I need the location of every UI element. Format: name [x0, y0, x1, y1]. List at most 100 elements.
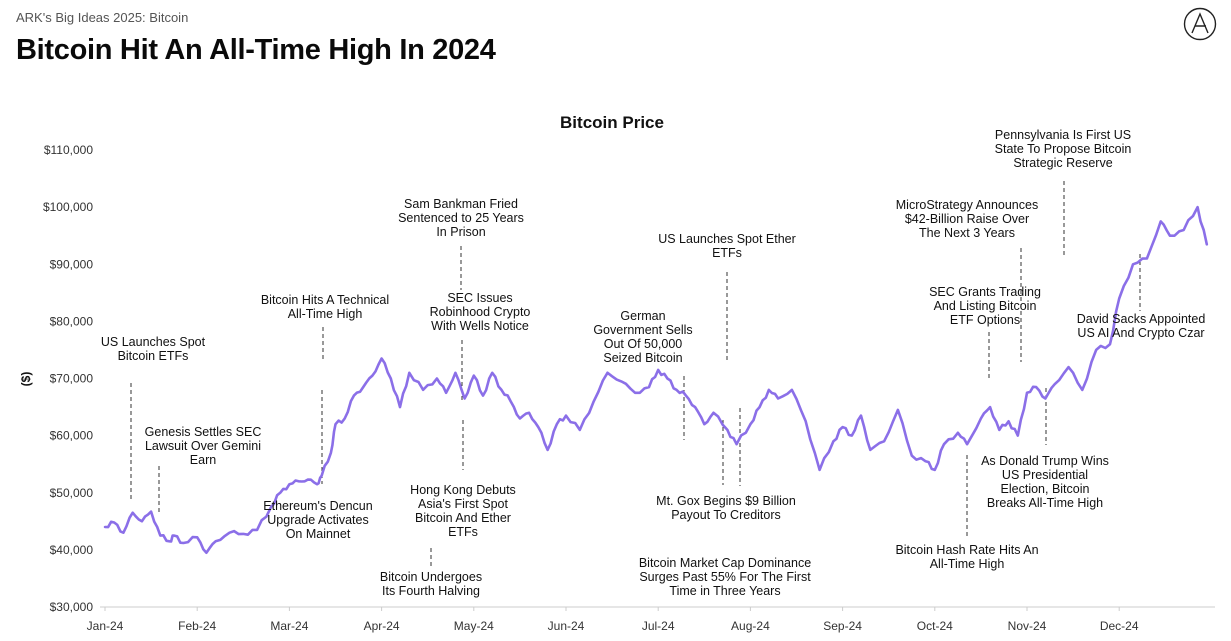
axis-ticks: $30,000 $40,000 $50,000 $60,000 $70,000 $80,0… — [43, 143, 1139, 633]
x-tick-label: Mar-24 — [270, 619, 308, 633]
chart-title: Bitcoin Price — [560, 113, 664, 132]
price-line — [103, 205, 1209, 555]
annotation-sec-etf-options: SEC Grants Trading And Listing Bitcoin ETF… — [929, 285, 1041, 327]
x-tick-label: Sep-24 — [823, 619, 862, 633]
annotation-bitcoin-technical-ath: Bitcoin Hits A Technical All-Time High — [261, 293, 389, 321]
ark-logo-icon — [1183, 7, 1217, 41]
x-tick-label: Aug-24 — [731, 619, 770, 633]
annotation-line: MicroStrategy Announces — [896, 198, 1038, 212]
annotation-line: US Presidential — [1002, 468, 1088, 482]
annotation-line: Upgrade Activates — [267, 513, 368, 527]
annotation-line: Sentenced to 25 Years — [398, 211, 524, 225]
y-axis-label: ($) — [19, 372, 33, 387]
annotation-line: State To Propose Bitcoin — [995, 142, 1132, 156]
annotation-line: The Next 3 Years — [919, 226, 1015, 240]
annotation-line: Payout To Creditors — [671, 508, 781, 522]
y-tick-label: $80,000 — [50, 314, 94, 328]
annotation-line: Surges Past 55% For The First — [639, 570, 811, 584]
annotation-line: With Wells Notice — [431, 319, 529, 333]
annotation-microstrategy-raise: MicroStrategy Announces $42-Billion Raise… — [896, 198, 1038, 240]
annotation-line: Strategic Reserve — [1013, 156, 1112, 170]
annotation-line: Bitcoin Undergoes — [380, 570, 482, 584]
x-tick-label: Apr-24 — [364, 619, 400, 633]
annotation-sec-robinhood: SEC Issues Robinhood Crypto With Wells Not… — [430, 291, 531, 333]
annotation-line: As Donald Trump Wins — [981, 454, 1109, 468]
y-tick-label: $50,000 — [50, 486, 94, 500]
y-tick-label: $30,000 — [50, 600, 94, 614]
annotation-mt-gox-payout: Mt. Gox Begins $9 Billion Payout To Credi… — [656, 494, 796, 522]
page-title: Bitcoin Hit An All-Time High In 2024 — [16, 34, 496, 66]
annotation-line: US AI And Crypto Czar — [1077, 326, 1204, 340]
annotation-bitcoin-halving: Bitcoin Undergoes Its Fourth Halving — [380, 570, 482, 598]
annotation-line: Bitcoin Hash Rate Hits An — [895, 543, 1038, 557]
annotation-line: Bitcoin Hits A Technical — [261, 293, 389, 307]
annotation-trump-wins: As Donald Trump Wins US Presidential Elect… — [981, 454, 1109, 510]
y-tick-label: $40,000 — [50, 543, 94, 557]
annotation-ethereum-dencun: Ethereum's Dencun Upgrade Activates On Mai… — [263, 499, 372, 541]
annotation-line: Sam Bankman Fried — [404, 197, 518, 211]
y-tick-label: $60,000 — [50, 429, 94, 443]
x-tick-label: Dec-24 — [1100, 619, 1139, 633]
annotation-line: All-Time High — [288, 307, 363, 321]
annotation-line: Hong Kong Debuts — [410, 483, 516, 497]
annotation-line: Bitcoin Market Cap Dominance — [639, 556, 811, 570]
annotation-line: ETFs — [712, 246, 742, 260]
y-tick-label: $90,000 — [50, 257, 94, 271]
annotation-german-government: German Government Sells Out Of 50,000 Seize… — [593, 309, 692, 365]
annotation-line: German — [620, 309, 665, 323]
annotation-line: US Launches Spot — [101, 335, 206, 349]
annotation-genesis-settles-sec: Genesis Settles SEC Lawsuit Over Gemini Ea… — [145, 425, 262, 467]
annotation-line: SEC Grants Trading — [929, 285, 1041, 299]
annotation-david-sacks: David Sacks Appointed US AI And Crypto Cz… — [1077, 312, 1206, 340]
x-tick-label: Jan-24 — [87, 619, 124, 633]
annotation-line: Time in Three Years — [669, 584, 780, 598]
annotation-labels: US Launches Spot Bitcoin ETFs Genesis Sett… — [101, 128, 1205, 598]
annotation-line: In Prison — [436, 225, 485, 239]
annotation-hash-rate-ath: Bitcoin Hash Rate Hits An All-Time High — [895, 543, 1038, 571]
annotation-line: Ethereum's Dencun — [263, 499, 372, 513]
annotation-line: David Sacks Appointed — [1077, 312, 1206, 326]
x-tick-label: Feb-24 — [178, 619, 216, 633]
price-line-group — [103, 205, 1209, 555]
annotation-us-spot-ether-etfs: US Launches Spot Ether ETFs — [658, 232, 796, 260]
report-subtitle: ARK's Big Ideas 2025: Bitcoin — [16, 10, 189, 25]
annotation-line: Lawsuit Over Gemini — [145, 439, 261, 453]
annotation-line: All-Time High — [930, 557, 1005, 571]
annotation-market-cap-dominance: Bitcoin Market Cap Dominance Surges Past … — [639, 556, 811, 598]
annotation-sbf-sentenced: Sam Bankman Fried Sentenced to 25 Years In… — [398, 197, 524, 239]
annotation-line: Bitcoin And Ether — [415, 511, 511, 525]
x-tick-label: Jul-24 — [642, 619, 675, 633]
annotation-line: SEC Issues — [447, 291, 512, 305]
annotation-line: ETF Options — [950, 313, 1020, 327]
annotation-line: Earn — [190, 453, 216, 467]
annotation-line: Out Of 50,000 — [604, 337, 683, 351]
annotation-line: Bitcoin ETFs — [118, 349, 189, 363]
x-tick-label: Oct-24 — [917, 619, 953, 633]
annotation-line: On Mainnet — [286, 527, 351, 541]
x-tick-label: Jun-24 — [548, 619, 585, 633]
annotation-line: $42-Billion Raise Over — [905, 212, 1029, 226]
annotation-connectors — [130, 181, 1141, 566]
annotation-line: Seized Bitcoin — [603, 351, 682, 365]
annotation-pennsylvania-reserve: Pennsylvania Is First US State To Propose… — [995, 128, 1132, 170]
annotation-line: Election, Bitcoin — [1001, 482, 1090, 496]
annotation-us-launches-spot-bitcoin-etfs: US Launches Spot Bitcoin ETFs — [101, 335, 206, 363]
x-tick-label: May-24 — [454, 619, 494, 633]
annotation-line: Mt. Gox Begins $9 Billion — [656, 494, 796, 508]
y-tick-label: $110,000 — [44, 143, 93, 157]
annotation-line: US Launches Spot Ether — [658, 232, 796, 246]
annotation-line: Breaks All-Time High — [987, 496, 1103, 510]
annotation-line: Pennsylvania Is First US — [995, 128, 1131, 142]
y-tick-label: $70,000 — [50, 372, 94, 386]
annotation-line: Government Sells — [593, 323, 692, 337]
annotation-hong-kong-etfs: Hong Kong Debuts Asia's First Spot Bitcoin… — [410, 483, 516, 539]
annotation-line: Its Fourth Halving — [382, 584, 480, 598]
x-tick-label: Nov-24 — [1008, 619, 1047, 633]
annotation-line: Robinhood Crypto — [430, 305, 531, 319]
annotation-line: Genesis Settles SEC — [145, 425, 262, 439]
annotation-line: ETFs — [448, 525, 478, 539]
annotation-line: And Listing Bitcoin — [934, 299, 1037, 313]
annotation-line: Asia's First Spot — [418, 497, 508, 511]
y-tick-label: $100,000 — [43, 200, 93, 214]
